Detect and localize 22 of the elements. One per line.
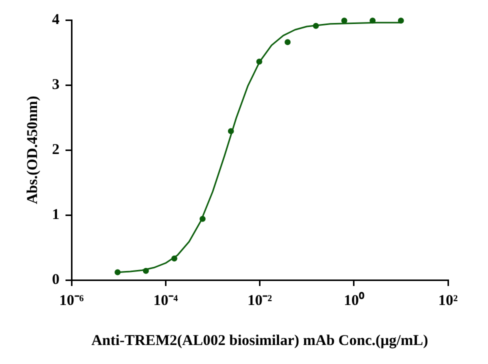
point: [370, 18, 376, 24]
x-tick-label: 10⁻⁶: [59, 292, 84, 309]
point: [114, 269, 121, 276]
y-tick-label: 1: [52, 206, 60, 223]
x-tick-label: 10⁻⁴: [153, 292, 178, 309]
x-tick-label: 10⁰: [344, 290, 365, 309]
y-tick-label: 3: [52, 76, 60, 93]
point: [284, 39, 291, 46]
point: [228, 128, 234, 134]
y-tick-label: 0: [52, 272, 60, 288]
point: [142, 268, 149, 274]
point: [398, 18, 404, 24]
x-tick-label: 10⁻²: [248, 292, 272, 309]
y-axis-title: Abs.(OD.450nm): [24, 96, 41, 204]
y-tick-label: 2: [52, 142, 60, 158]
x-tick-label: 10²: [438, 292, 458, 309]
point: [171, 256, 178, 262]
point: [200, 216, 206, 222]
x-axis-title: Anti-TREM2(AL002 biosimilar) mAb Conc.(μg/mL): [91, 332, 428, 349]
y-tick-label: 4: [52, 12, 60, 28]
point: [256, 58, 262, 65]
point: [312, 22, 319, 29]
